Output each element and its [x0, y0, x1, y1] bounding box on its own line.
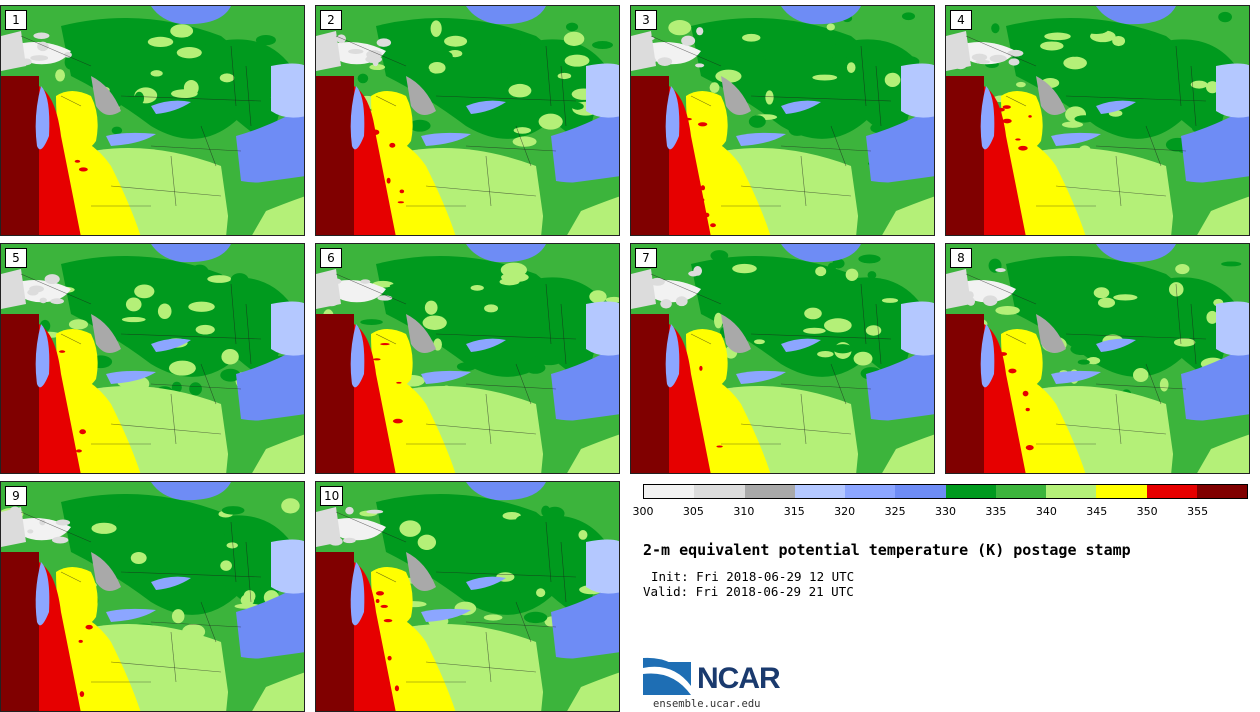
ncar-logo-icon — [643, 657, 691, 695]
member-number-label: 10 — [320, 486, 344, 506]
chart-title: 2-m equivalent potential temperature (K)… — [643, 541, 1131, 559]
ensemble-member-map: 7 — [630, 243, 935, 474]
ensemble-member-map: 8 — [945, 243, 1250, 474]
member-number-label: 9 — [5, 486, 27, 506]
colorbar-tick-label: 350 — [1136, 505, 1158, 518]
colorbar-ticks: 300 305 310 315 320 325 330 335 340 345 350 355 — [633, 505, 1248, 519]
colorbar-bin — [1096, 485, 1147, 498]
colorbar-tick-label: 330 — [935, 505, 956, 518]
colorbar-bin — [895, 485, 946, 498]
member-number-label: 1 — [5, 10, 27, 30]
ensemble-member-map: 3 — [630, 5, 935, 236]
colorbar-tick-label: 345 — [1086, 505, 1108, 518]
colorbar-bin — [1046, 485, 1097, 498]
colorbar-tick-label: 315 — [783, 505, 805, 518]
site-url: ensemble.ucar.edu — [653, 698, 761, 710]
colorbar-bin — [644, 485, 695, 498]
colorbar-tick-label: 300 — [632, 505, 654, 518]
colorbar-bin — [744, 485, 795, 498]
member-number-label: 3 — [635, 10, 657, 30]
ensemble-member-map: 1 — [0, 5, 305, 236]
member-number-label: 6 — [320, 248, 342, 268]
colorbar-bin — [945, 485, 996, 498]
ensemble-member-map: 10 — [315, 481, 620, 712]
colorbar-bin — [694, 485, 745, 498]
member-number-label: 2 — [320, 10, 342, 30]
colorbar-tick-label: 310 — [733, 505, 755, 518]
colorbar-bin — [845, 485, 896, 498]
colorbar-tick-label: 325 — [884, 505, 906, 518]
colorbar-tick-label: 320 — [834, 505, 856, 518]
member-number-label: 8 — [950, 248, 972, 268]
valid-time: Valid: Fri 2018-06-29 21 UTC — [643, 584, 854, 599]
member-number-label: 5 — [5, 248, 27, 268]
ncar-logo-text: NCAR — [697, 662, 781, 695]
member-number-label: 4 — [950, 10, 972, 30]
colorbar — [643, 484, 1248, 499]
ensemble-member-map: 4 — [945, 5, 1250, 236]
colorbar-bin — [1196, 485, 1247, 498]
member-number-label: 7 — [635, 248, 657, 268]
ensemble-member-map: 5 — [0, 243, 305, 474]
colorbar-bin — [1146, 485, 1197, 498]
colorbar-bin — [995, 485, 1046, 498]
colorbar-tick-label: 340 — [1035, 505, 1057, 518]
ensemble-member-map: 2 — [315, 5, 620, 236]
colorbar-tick-label: 335 — [985, 505, 1007, 518]
ensemble-member-map: 6 — [315, 243, 620, 474]
init-time: Init: Fri 2018-06-29 12 UTC — [651, 569, 855, 584]
colorbar-tick-label: 305 — [682, 505, 704, 518]
colorbar-bin — [794, 485, 845, 498]
ensemble-member-map: 9 — [0, 481, 305, 712]
colorbar-tick-label: 355 — [1187, 505, 1209, 518]
